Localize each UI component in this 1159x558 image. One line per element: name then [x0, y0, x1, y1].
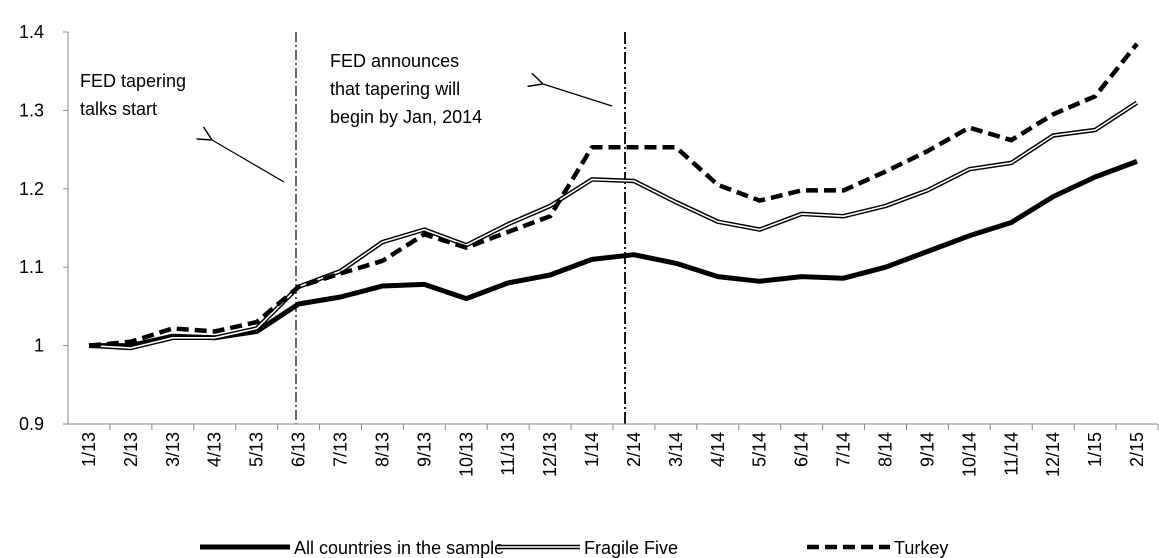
x-tick-label: 8/13 — [372, 432, 392, 467]
x-tick-label: 4/14 — [708, 432, 728, 467]
x-tick-label: 2/15 — [1127, 432, 1147, 467]
x-tick-label: 2/14 — [624, 432, 644, 467]
x-tick-label: 9/13 — [414, 432, 434, 467]
x-tick-label: 10/14 — [959, 432, 979, 477]
x-tick-label: 7/14 — [834, 432, 854, 467]
x-tick-label: 7/13 — [331, 432, 351, 467]
legend-label: Turkey — [894, 538, 948, 558]
x-tick-label: 6/13 — [289, 432, 309, 467]
x-tick-label: 5/13 — [247, 432, 267, 467]
annotation-arrow — [543, 84, 613, 107]
x-tick-label: 10/13 — [456, 432, 476, 477]
series-line — [88, 42, 1139, 348]
x-tick-label: 2/13 — [121, 432, 141, 467]
x-tick-label: 1/14 — [582, 432, 602, 467]
x-tick-label: 11/13 — [498, 432, 518, 476]
annotation: FED tapering — [80, 71, 186, 91]
annotation: begin by Jan, 2014 — [330, 107, 482, 127]
x-tick-label: 1/15 — [1085, 432, 1105, 467]
x-tick-label: 4/13 — [205, 432, 225, 467]
x-tick-label: 9/14 — [917, 432, 937, 467]
x-tick-label: 11/14 — [1001, 432, 1021, 476]
annotation: that tapering will — [330, 79, 460, 99]
y-tick-label: 0.9 — [19, 414, 44, 434]
x-tick-label: 5/14 — [750, 432, 770, 467]
x-tick-label: 12/14 — [1043, 432, 1063, 477]
y-tick-label: 1 — [34, 336, 44, 356]
y-tick-label: 1.3 — [19, 100, 44, 120]
y-tick-label: 1.4 — [19, 22, 44, 42]
legend-label: Fragile Five — [584, 538, 678, 558]
x-tick-label: 8/14 — [876, 432, 896, 467]
annotation-arrow — [212, 140, 285, 183]
series-line — [88, 100, 1139, 351]
x-tick-label: 6/14 — [792, 432, 812, 467]
series-line-inner — [88, 101, 1138, 349]
series-line — [89, 159, 1138, 349]
x-tick-label: 3/13 — [163, 432, 183, 467]
x-tick-label: 1/13 — [79, 432, 99, 467]
legend-label: All countries in the sample — [294, 538, 504, 558]
annotation: FED announces — [330, 51, 459, 71]
x-tick-label: 12/13 — [540, 432, 560, 477]
y-tick-label: 1.2 — [19, 179, 44, 199]
annotation: talks start — [80, 99, 157, 119]
x-tick-label: 3/14 — [666, 432, 686, 467]
y-tick-label: 1.1 — [19, 257, 44, 277]
